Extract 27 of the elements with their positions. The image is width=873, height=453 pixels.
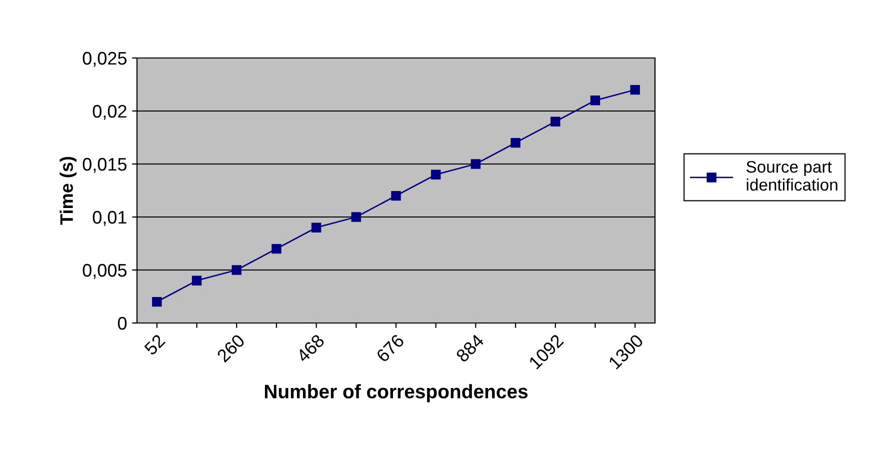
y-tick-label: 0,01 — [92, 210, 126, 226]
point — [590, 96, 600, 106]
x-tick-label: 260 — [216, 334, 246, 363]
point — [510, 138, 520, 148]
point — [391, 190, 401, 201]
x-tick-label: 468 — [296, 334, 326, 364]
point — [430, 170, 441, 180]
y-tick-label: 0 — [118, 316, 127, 330]
x-axis-title: Number of correspondences — [264, 384, 528, 402]
point — [630, 84, 640, 95]
point — [152, 296, 162, 307]
x-tick-label: 52 — [144, 334, 166, 356]
legend-label: Source part identification — [746, 160, 838, 191]
y-tick-label: 0,02 — [92, 104, 126, 120]
point — [311, 222, 322, 232]
y-tick-label: 0,025 — [82, 52, 127, 67]
point — [351, 212, 362, 222]
x-tick-label: 884 — [455, 333, 485, 363]
point — [232, 265, 242, 275]
y-axis-title: Time (s) — [60, 156, 77, 225]
point — [470, 159, 481, 169]
x-tick-label: 676 — [376, 334, 405, 363]
point — [192, 276, 202, 286]
y-tick-label: 0,015 — [82, 158, 127, 173]
point — [272, 244, 282, 254]
y-tick-label: 0,005 — [82, 264, 127, 279]
point — [550, 116, 560, 126]
